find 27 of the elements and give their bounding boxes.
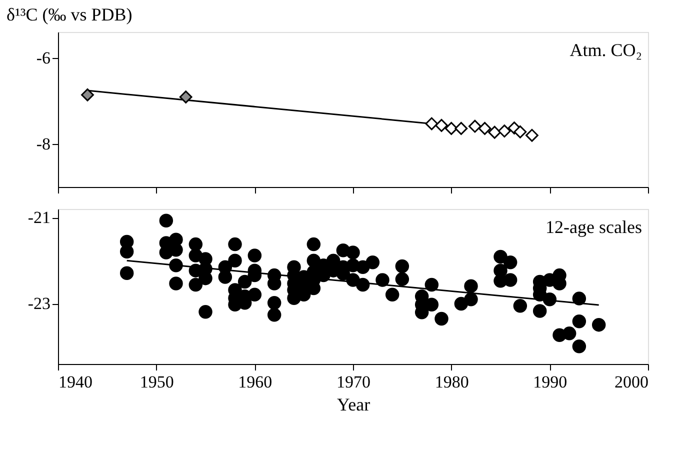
x-tick-label: 1950 xyxy=(140,372,174,392)
point xyxy=(498,124,511,138)
point xyxy=(444,122,458,135)
x-tick-label: 1980 xyxy=(434,372,469,392)
point xyxy=(514,125,527,138)
x-tick-label: 1990 xyxy=(533,372,568,392)
x-tick-label: 1960 xyxy=(238,372,272,392)
y-tick-label: -6 xyxy=(36,48,50,68)
annotation: 12-age scales xyxy=(546,217,642,237)
point xyxy=(81,88,94,102)
y-tick-label: -21 xyxy=(28,208,50,228)
point xyxy=(425,117,438,130)
x-axis-title: Year xyxy=(336,394,370,414)
point xyxy=(488,126,502,139)
point xyxy=(478,122,492,135)
annotation: Atm. CO₂ xyxy=(570,40,642,60)
y-tick-label: -23 xyxy=(28,294,50,314)
point xyxy=(435,118,448,132)
point xyxy=(179,90,192,104)
x-tick-label: 1940 xyxy=(58,372,92,392)
point xyxy=(468,120,482,133)
x-tick-label: 2000 xyxy=(614,372,648,392)
y-tick-label: -8 xyxy=(36,134,50,154)
x-tick-label: 1970 xyxy=(336,372,370,392)
y-axis-title: δ¹³C (‰ vs PDB) xyxy=(6,4,132,24)
point xyxy=(454,122,468,135)
point xyxy=(526,128,538,142)
